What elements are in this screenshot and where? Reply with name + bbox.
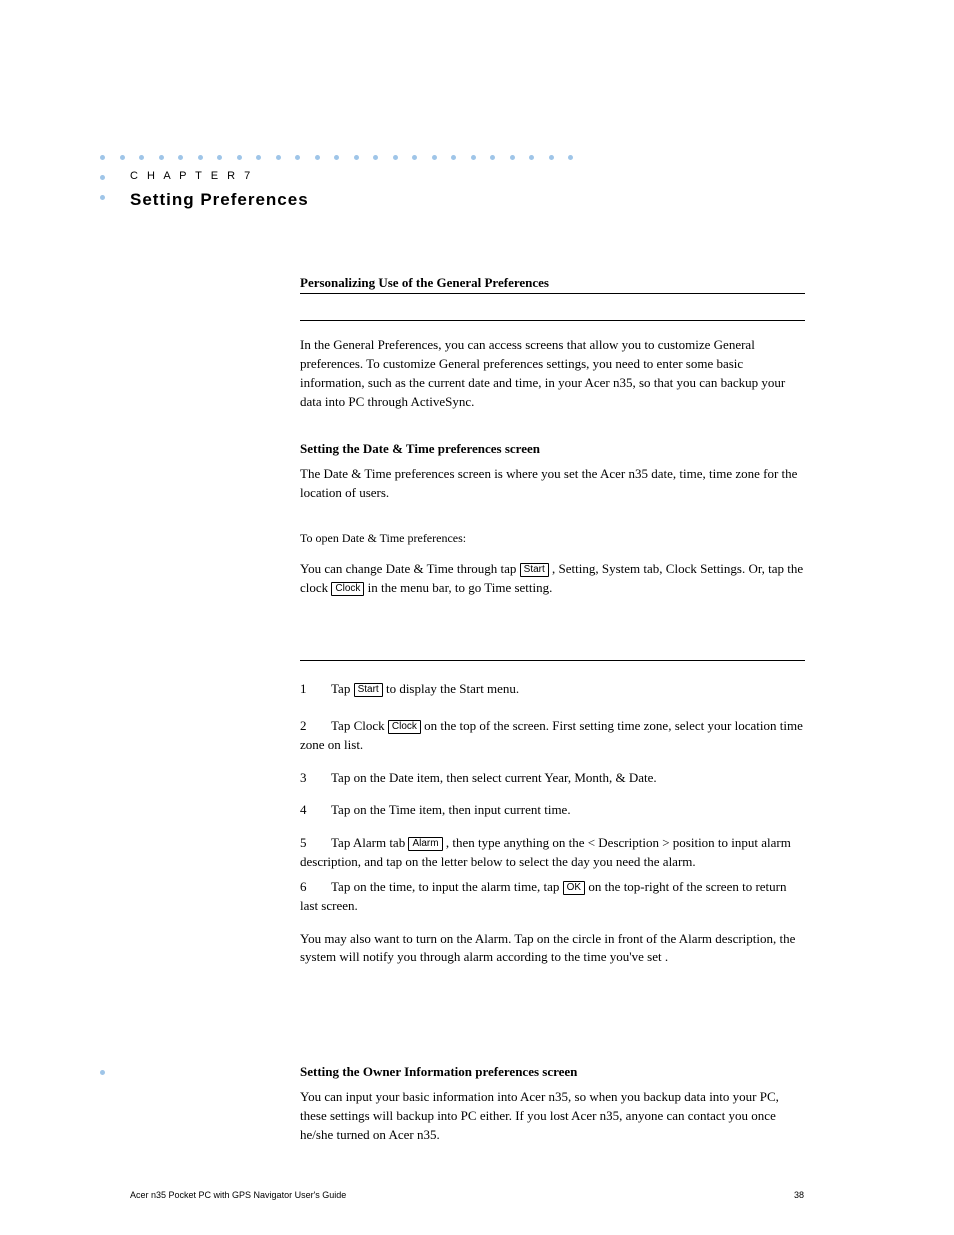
ok-button-icon: OK <box>563 881 585 895</box>
step-4: 4 Tap on the Time item, then input curre… <box>300 801 805 820</box>
closing-para: You may also want to turn on the Alarm. … <box>300 930 805 968</box>
step-num: 5 <box>300 834 328 853</box>
start-button-icon: Start <box>520 563 549 577</box>
chapter-label: C H A P T E R 7 <box>130 170 253 182</box>
decor-dot <box>510 155 515 160</box>
owner-info-text: You can input your basic information int… <box>300 1088 805 1151</box>
page: C H A P T E R 7 Setting Preferences Pers… <box>0 0 954 1235</box>
step-1: 1 Tap Start to display the Start menu. <box>300 680 805 699</box>
page-title: Setting Preferences <box>130 190 309 210</box>
steps-title: To open Date & Time preferences: <box>300 530 805 547</box>
subsection-date-time-para: The Date & Time preferences screen is wh… <box>300 465 805 509</box>
decor-dot <box>120 155 125 160</box>
decor-dot <box>159 155 164 160</box>
decor-dot <box>315 155 320 160</box>
section-rule <box>300 293 805 294</box>
section-rule <box>300 660 805 661</box>
text: Tap on the Time item, then input current… <box>331 802 571 817</box>
decor-dot <box>100 175 105 180</box>
decor-dot <box>373 155 378 160</box>
section-title-general-prefs: Personalizing Use of the General Prefere… <box>300 275 549 291</box>
date-time-intro-line: You can change Date & Time through tap S… <box>300 560 805 604</box>
decor-dot <box>295 155 300 160</box>
decor-dot <box>100 1070 105 1075</box>
decor-dot <box>529 155 534 160</box>
decor-dot <box>490 155 495 160</box>
decor-dot <box>139 155 144 160</box>
footer-page-number: 38 <box>794 1190 804 1200</box>
decor-dot <box>471 155 476 160</box>
decor-dot <box>100 155 105 160</box>
clock-button-icon: Clock <box>331 582 364 596</box>
section-title-owner-info: Setting the Owner Information preference… <box>300 1063 805 1082</box>
decor-dot <box>276 155 281 160</box>
text: Tap on the Date item, then select curren… <box>331 770 657 785</box>
text: to display the Start menu. <box>386 681 519 696</box>
step-6: 6 Tap on the time, to input the alarm ti… <box>300 878 805 916</box>
text: Tap Alarm tab <box>331 835 408 850</box>
decor-dot <box>217 155 222 160</box>
decor-dot <box>198 155 203 160</box>
text: Tap Clock <box>331 718 388 733</box>
subsection-title-date-time: Setting the Date & Time preferences scre… <box>300 440 805 459</box>
step-num: 1 <box>300 680 328 699</box>
step-3: 3 Tap on the Date item, then select curr… <box>300 769 805 788</box>
text: You can change Date & Time through tap <box>300 561 520 576</box>
text: in the menu bar, to go Time setting. <box>368 580 553 595</box>
sub1-para: The Date & Time preferences screen is wh… <box>300 465 805 503</box>
decor-dot <box>568 155 573 160</box>
steps-list: 1 Tap Start to display the Start menu. 2… <box>300 680 805 973</box>
step-num: 2 <box>300 717 328 736</box>
decor-dot <box>334 155 339 160</box>
decor-dot <box>237 155 242 160</box>
step-2: 2 Tap Clock Clock on the top of the scre… <box>300 717 805 755</box>
decor-dot <box>100 195 105 200</box>
clock-button-icon: Clock <box>388 720 421 734</box>
owner-info-para: You can input your basic information int… <box>300 1088 805 1145</box>
footer-guide-title: Acer n35 Pocket PC with GPS Navigator Us… <box>130 1190 346 1200</box>
decor-dot-row <box>100 155 573 160</box>
section-rule <box>300 320 805 321</box>
decor-dot <box>256 155 261 160</box>
text: Tap <box>331 681 350 696</box>
step-num: 4 <box>300 801 328 820</box>
start-button-icon: Start <box>354 683 383 697</box>
decor-dot <box>549 155 554 160</box>
section1-intro: In the General Preferences, you can acce… <box>300 336 805 417</box>
decor-dot <box>451 155 456 160</box>
step-num: 3 <box>300 769 328 788</box>
section1-para1: In the General Preferences, you can acce… <box>300 336 805 411</box>
decor-dot <box>432 155 437 160</box>
decor-dot <box>178 155 183 160</box>
decor-dot <box>412 155 417 160</box>
decor-dot <box>393 155 398 160</box>
step-5: 5 Tap Alarm tab Alarm , then type anythi… <box>300 834 805 872</box>
text: Tap on the time, to input the alarm time… <box>331 879 563 894</box>
decor-dot <box>354 155 359 160</box>
step-num: 6 <box>300 878 328 897</box>
alarm-button-icon: Alarm <box>408 837 442 851</box>
